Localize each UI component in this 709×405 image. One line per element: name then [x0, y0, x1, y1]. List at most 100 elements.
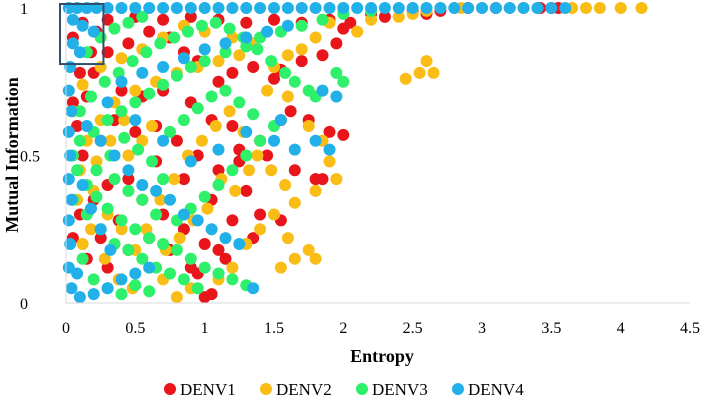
point-denv4-7	[143, 2, 156, 14]
point-denv1-77	[261, 149, 274, 162]
point-denv4-41	[66, 37, 79, 50]
point-denv4-97	[94, 223, 107, 236]
point-denv4-48	[62, 173, 75, 186]
point-denv4-24	[378, 2, 391, 14]
point-denv2-98	[90, 155, 103, 168]
point-denv1-90	[268, 13, 280, 26]
point-denv4-68	[191, 214, 204, 227]
point-denv2-33	[254, 223, 267, 236]
y-tick-label: 0	[20, 296, 28, 313]
point-denv1-15	[247, 61, 260, 73]
point-denv3-74	[132, 143, 145, 156]
point-denv1-79	[73, 66, 86, 79]
point-denv3-54	[223, 22, 236, 35]
point-denv3-10	[170, 69, 183, 82]
point-denv4-46	[62, 125, 75, 138]
point-denv1-10	[330, 37, 343, 50]
point-denv1-31	[129, 125, 142, 138]
point-denv3-50	[168, 31, 181, 44]
point-denv4-27	[420, 2, 433, 14]
point-denv2-30	[309, 184, 322, 197]
series-denv2	[66, 2, 648, 304]
point-denv1-28	[76, 149, 89, 162]
point-denv2-85	[279, 179, 292, 191]
point-denv3-19	[71, 164, 84, 177]
point-denv1-43	[240, 184, 253, 197]
point-denv3-92	[219, 84, 232, 97]
point-denv4-30	[462, 2, 475, 14]
point-denv1-96	[177, 173, 190, 186]
point-denv4-56	[101, 282, 114, 295]
point-denv3-94	[247, 108, 260, 121]
y-axis-title: Mutual Information	[2, 77, 22, 233]
point-denv2-71	[85, 223, 97, 236]
point-denv3-7	[219, 46, 232, 59]
point-denv1-71	[115, 84, 128, 97]
legend-marker	[260, 383, 272, 395]
point-denv4-69	[205, 223, 218, 236]
point-denv4-59	[143, 261, 156, 274]
point-denv1-76	[226, 120, 239, 132]
point-denv3-88	[164, 125, 176, 138]
point-denv3-48	[140, 46, 153, 59]
point-denv4-85	[101, 96, 114, 109]
point-denv2-84	[265, 164, 278, 177]
point-denv4-9	[170, 2, 183, 14]
point-denv3-89	[177, 114, 190, 127]
point-denv2-32	[268, 208, 280, 221]
point-denv4-16	[268, 2, 280, 14]
point-denv2-24	[261, 84, 274, 97]
point-denv3-83	[143, 285, 156, 298]
legend-label: DENV1	[180, 380, 236, 399]
point-denv2-99	[76, 238, 89, 250]
point-denv2-58	[212, 55, 225, 68]
point-denv3-84	[108, 173, 121, 186]
point-denv4-73	[268, 134, 280, 147]
point-denv3-35	[164, 267, 176, 280]
point-denv4-95	[76, 179, 89, 191]
point-denv3-73	[146, 155, 158, 168]
point-denv4-14	[240, 2, 253, 14]
point-denv4-75	[309, 134, 322, 147]
point-denv3-53	[209, 16, 222, 29]
legend: DENV1 DENV2 DENV3 DENV4	[164, 380, 524, 399]
point-denv4-88	[157, 61, 170, 73]
point-denv3-33	[191, 282, 204, 295]
point-denv3-26	[157, 238, 170, 250]
point-denv2-22	[281, 49, 294, 62]
point-denv1-12	[295, 55, 308, 68]
point-denv4-83	[157, 134, 170, 147]
legend-item-denv2: DENV2	[260, 380, 332, 399]
point-denv3-12	[143, 87, 156, 100]
point-denv4-66	[164, 193, 176, 206]
point-denv3-68	[212, 179, 225, 191]
point-denv3-31	[226, 273, 239, 286]
point-denv2-36	[302, 243, 315, 256]
point-denv1-47	[316, 173, 329, 186]
point-denv4-23	[365, 2, 378, 14]
point-denv1-22	[122, 37, 135, 50]
point-denv1-23	[101, 46, 114, 59]
point-denv1-99	[94, 232, 107, 245]
point-denv1-14	[268, 72, 280, 85]
point-denv4-96	[85, 202, 97, 215]
point-denv2-28	[323, 155, 336, 168]
point-denv3-45	[98, 75, 111, 88]
point-denv4-32	[489, 2, 502, 14]
point-denv1-51	[198, 238, 211, 250]
point-denv4-89	[177, 52, 190, 65]
point-denv4-86	[115, 75, 128, 88]
point-denv3-17	[73, 134, 86, 147]
point-denv4-39	[76, 19, 89, 32]
point-denv1-53	[219, 252, 232, 265]
point-denv1-60	[122, 173, 135, 186]
point-denv2-83	[251, 149, 264, 162]
point-denv2-20	[309, 31, 322, 44]
ticks-layer: 0 0.5 1 1.5 2 2.5 3 3.5 4 4.5 0 0.5 1	[20, 1, 700, 337]
point-denv3-75	[118, 131, 131, 144]
point-denv4-40	[87, 25, 100, 38]
point-denv3-93	[233, 96, 246, 109]
point-denv2-97	[104, 134, 117, 147]
point-denv4-80	[240, 125, 253, 138]
point-denv4-92	[240, 31, 253, 44]
